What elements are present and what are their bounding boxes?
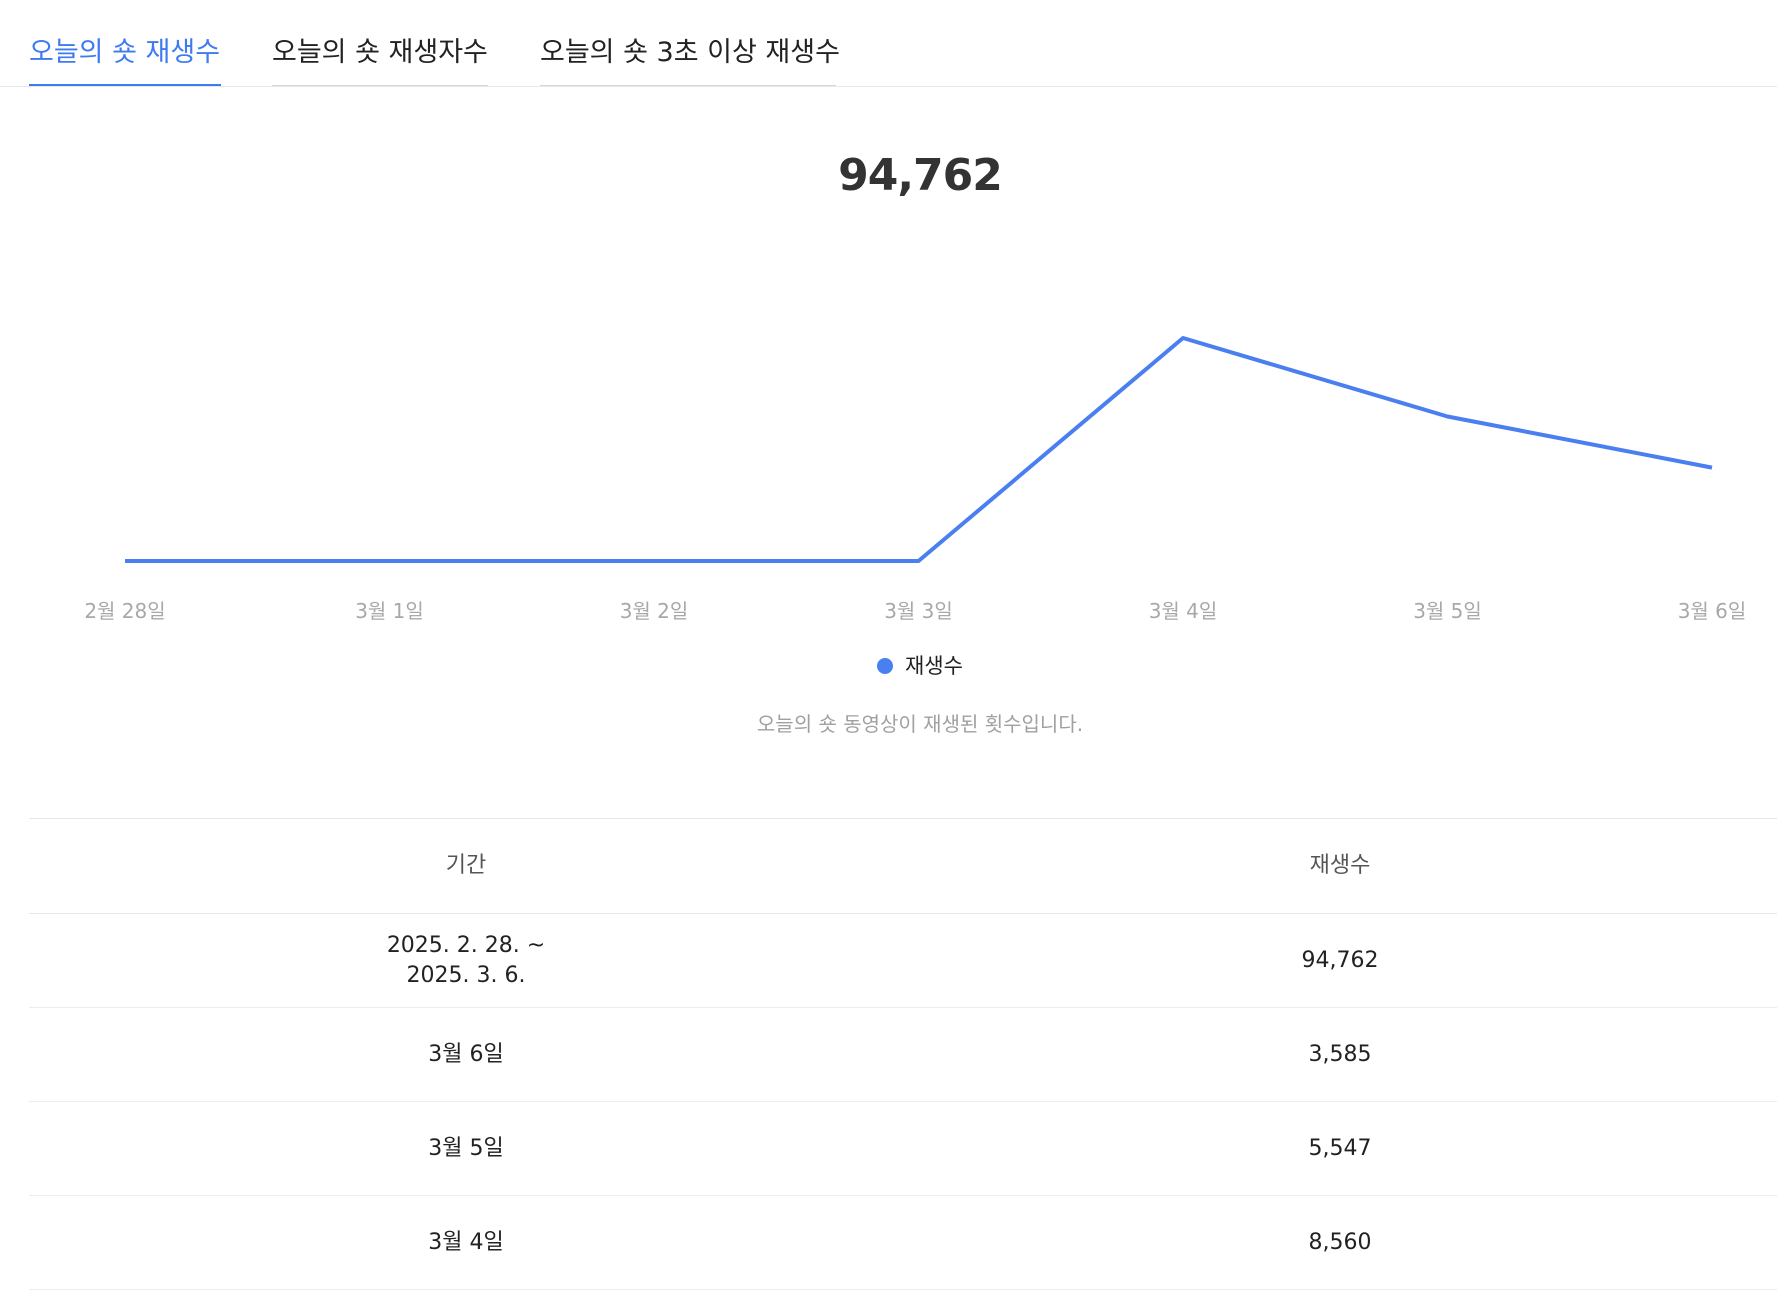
plays-table: 기간 재생수 2025. 2. 28. ~ 2025. 3. 6. 94,762… — [29, 818, 1777, 1290]
header-period: 기간 — [445, 853, 487, 878]
header-plays: 재생수 — [1309, 853, 1371, 878]
x-tick-label: 3월 5일 — [1413, 599, 1482, 623]
table-row: 3월 6일 3,585 — [29, 1008, 1777, 1102]
table-row: 3월 4일 8,560 — [29, 1196, 1777, 1290]
row-plays: 3,585 — [1308, 1041, 1372, 1067]
row-period: 3월 5일 — [428, 1135, 504, 1161]
row-plays: 94,762 — [1301, 947, 1379, 973]
table-row: 2025. 2. 28. ~ 2025. 3. 6. 94,762 — [29, 914, 1777, 1008]
tab-3sec-plays[interactable]: 오늘의 숏 3초 이상 재생수 — [540, 0, 840, 86]
x-tick-label: 3월 2일 — [620, 599, 689, 623]
x-tick-label: 3월 1일 — [355, 599, 424, 623]
table-row: 3월 5일 5,547 — [29, 1102, 1777, 1196]
chart-caption: 오늘의 숏 동영상이 재생된 횟수입니다. — [756, 712, 1084, 736]
row-period: 3월 4일 — [428, 1229, 504, 1255]
row-period-line2: 2025. 3. 6. — [406, 962, 526, 988]
row-period: 2025. 2. 28. ~ 2025. 3. 6. — [29, 931, 903, 991]
row-period: 3월 6일 — [428, 1041, 504, 1067]
total-plays-value: 94,762 — [838, 150, 1003, 201]
series-line-plays — [125, 336, 1713, 563]
legend-label: 재생수 — [905, 654, 963, 678]
table-header-row: 기간 재생수 — [29, 819, 1777, 914]
x-tick-label: 2월 28일 — [84, 599, 165, 623]
tab-unique-viewers[interactable]: 오늘의 숏 재생자수 — [272, 0, 488, 86]
plays-line-chart: 2월 28일 3월 1일 3월 2일 3월 3일 3월 4일 3월 5일 3월 6일 — [84, 336, 1747, 623]
x-tick-label: 3월 3일 — [884, 599, 953, 623]
x-tick-label: 3월 6일 — [1678, 599, 1747, 623]
x-tick-label: 3월 4일 — [1149, 599, 1218, 623]
legend-dot-icon — [877, 658, 894, 674]
chart-legend: 재생수 — [0, 650, 1777, 680]
tab-plays[interactable]: 오늘의 숏 재생수 — [29, 0, 221, 86]
row-period-line1: 2025. 2. 28. ~ — [386, 932, 546, 958]
row-plays: 5,547 — [1308, 1135, 1372, 1161]
tab-bar: 오늘의 숏 재생수 오늘의 숏 재생자수 오늘의 숏 3초 이상 재생수 — [0, 0, 1777, 87]
row-plays: 8,560 — [1308, 1229, 1372, 1255]
